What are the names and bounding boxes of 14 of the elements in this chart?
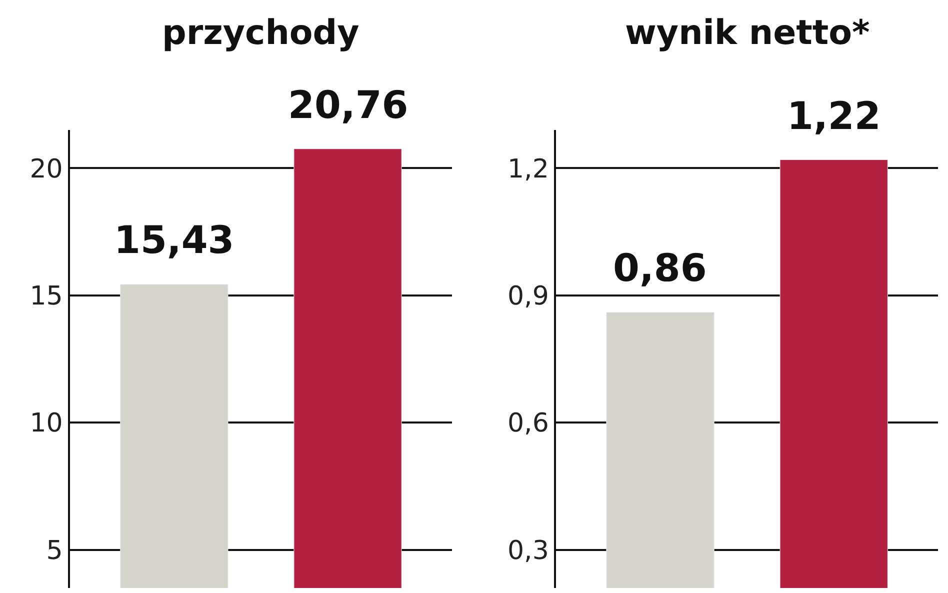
- data-label: 1,22: [787, 94, 881, 138]
- y-tick-label: 0,6: [508, 408, 549, 439]
- y-tick-label: 0,9: [508, 281, 549, 312]
- y-tick-label: 15: [30, 281, 63, 312]
- chart-title: przychody: [162, 13, 360, 53]
- y-tick-label: 10: [30, 408, 63, 439]
- y-tick-label: 20: [30, 154, 63, 184]
- data-label: 15,43: [114, 218, 234, 262]
- data-label: 20,76: [288, 83, 408, 127]
- chart-title: wynik netto*: [625, 13, 870, 53]
- data-label: 0,86: [613, 246, 707, 290]
- y-tick-label: 1,2: [508, 154, 549, 184]
- y-tick-label: 5: [46, 536, 63, 566]
- y-tick-label: 0,3: [508, 536, 549, 566]
